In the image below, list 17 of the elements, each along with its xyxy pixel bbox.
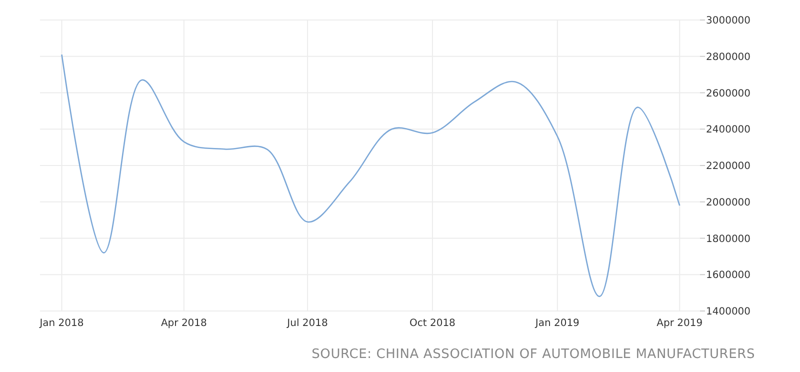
x-tick-label: Jan 2018 (38, 318, 84, 329)
y-tick-label: 2600000 (706, 88, 751, 100)
x-tick-label: Apr 2019 (656, 318, 703, 329)
x-tick-label: Oct 2018 (410, 318, 456, 329)
x-tick-label: Jul 2018 (286, 318, 328, 329)
y-tick-label: 2400000 (706, 124, 751, 136)
y-tick-label: 2200000 (706, 161, 751, 172)
source-note: SOURCE: CHINA ASSOCIATION OF AUTOMOBILE MANUFACTURERS (312, 347, 755, 362)
y-tick-label: 2000000 (706, 197, 751, 208)
line-series (61, 54, 680, 298)
y-tick-label: 2800000 (706, 52, 751, 63)
y-tick-label: 1600000 (706, 270, 751, 282)
y-tick-label: 3000000 (706, 16, 751, 26)
y-tick-label: 1800000 (706, 234, 751, 245)
x-tick-label: Jan 2019 (534, 318, 580, 329)
x-tick-label: Apr 2018 (160, 318, 207, 329)
y-tick-label: 1400000 (706, 306, 751, 318)
